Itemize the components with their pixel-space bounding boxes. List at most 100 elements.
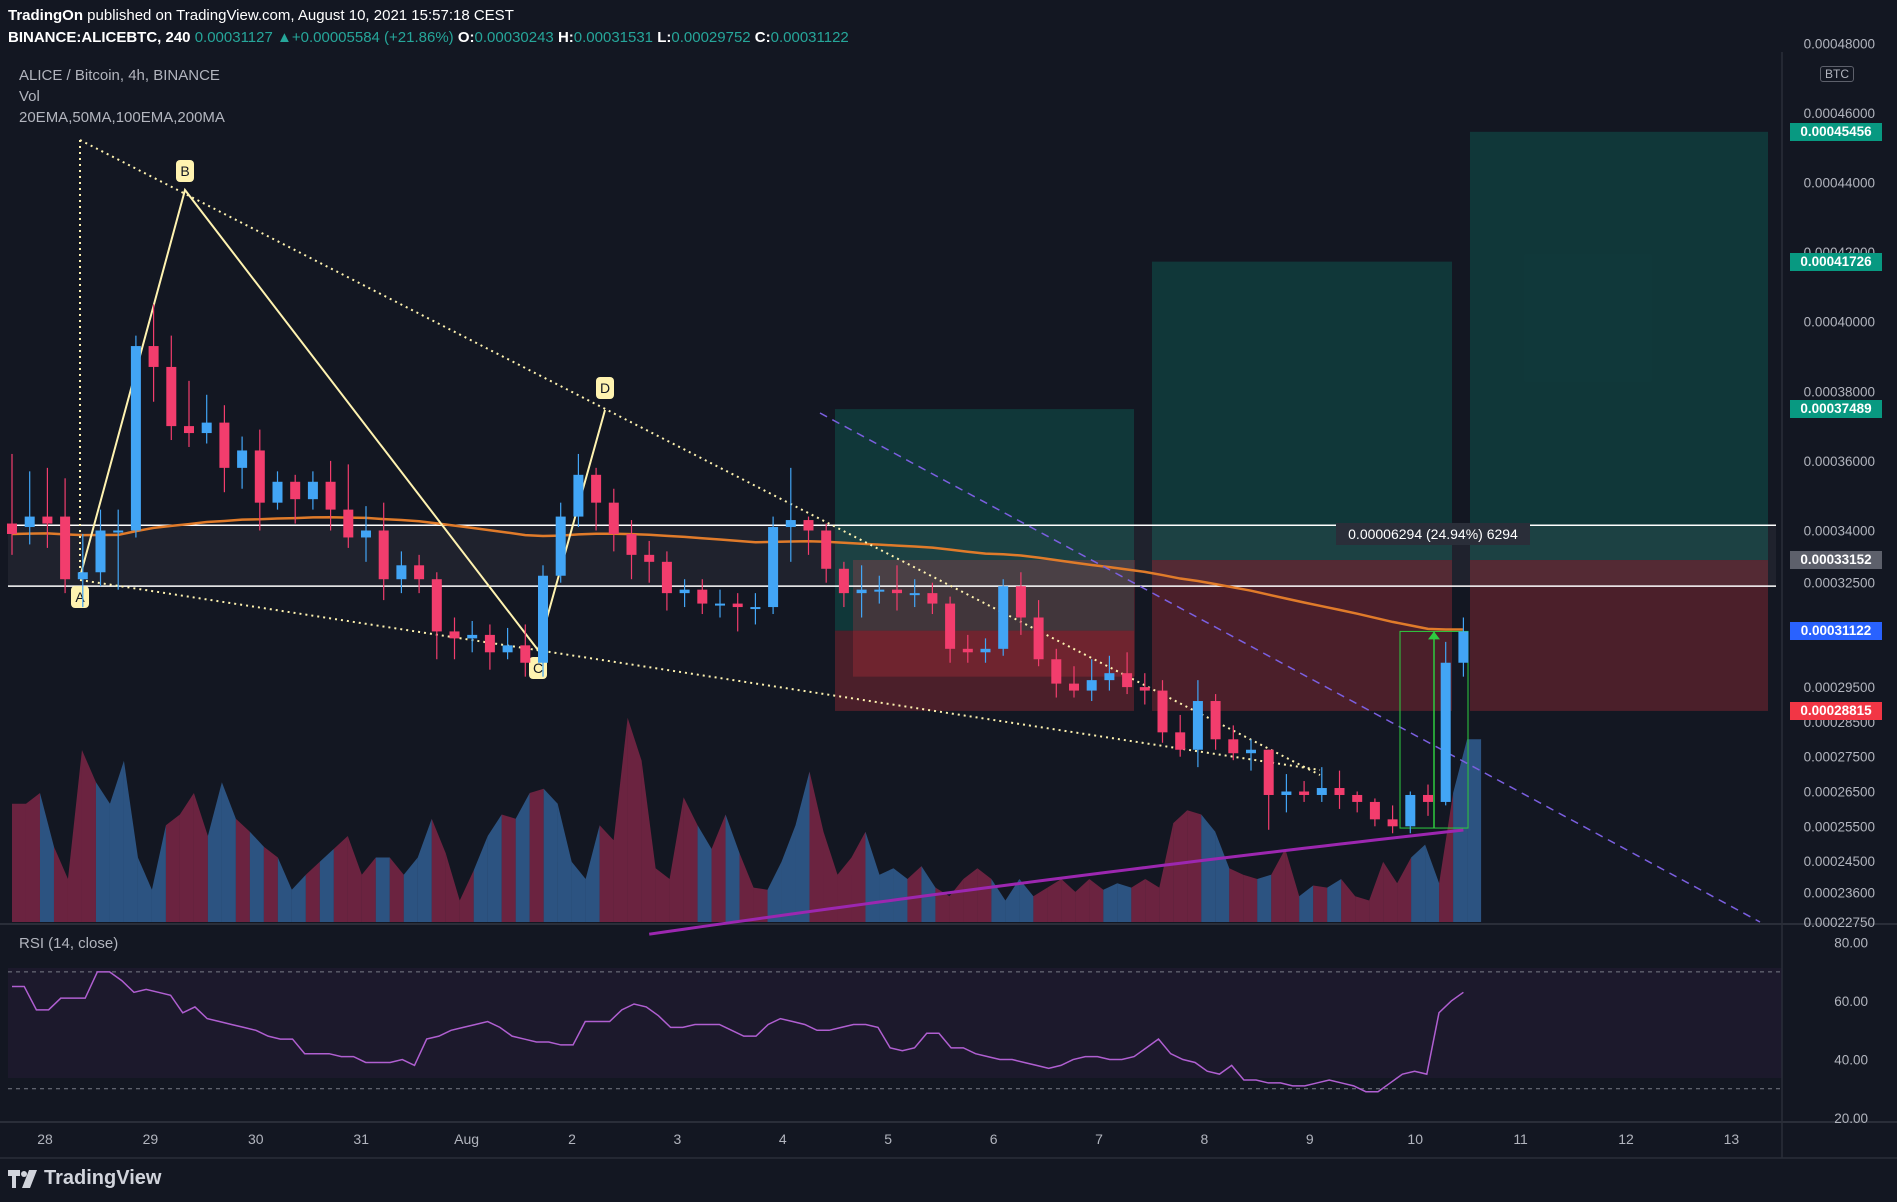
grid — [0, 52, 1897, 1159]
x-tick-label: 31 — [353, 1131, 369, 1147]
y-tick-label: 0.00048000 — [1804, 36, 1875, 51]
currency-badge[interactable]: BTC — [1820, 66, 1854, 82]
candle-body — [1299, 791, 1310, 795]
candle — [715, 589, 725, 618]
candle — [431, 572, 442, 660]
tradingview-logo[interactable]: TradingView — [8, 1167, 161, 1190]
volume-bar — [655, 868, 670, 922]
publish-line: TradingOn published on TradingView.com, … — [8, 7, 514, 24]
candle — [1122, 652, 1133, 695]
volume-bar — [235, 818, 250, 922]
candle — [130, 335, 141, 538]
high-value: 0.00031531 — [573, 29, 654, 46]
candle-body — [42, 516, 53, 524]
volume-bar — [1467, 739, 1482, 922]
candle-body — [1104, 673, 1115, 681]
candles[interactable] — [7, 304, 1469, 834]
x-tick-label: 12 — [1618, 1131, 1634, 1147]
rsi-pane — [8, 971, 1782, 1093]
candle-body — [909, 593, 920, 596]
volume-bar — [1257, 874, 1272, 922]
candle-body — [1033, 617, 1044, 660]
volume-bar — [1201, 814, 1216, 922]
candle-body — [24, 516, 35, 528]
pattern-point-box — [596, 377, 614, 399]
volume-bar — [1145, 879, 1160, 922]
x-tick-label: 11 — [1513, 1131, 1528, 1147]
candle-body — [361, 530, 371, 538]
candle-body — [1086, 680, 1097, 691]
candle-body — [396, 565, 407, 580]
volume-bar — [249, 831, 264, 922]
publisher-name[interactable]: TradingOn — [8, 7, 83, 24]
price-tag: 0.00033152 — [1790, 551, 1882, 569]
candle-body — [1122, 673, 1133, 688]
volume-bar — [767, 861, 782, 922]
volume-bar — [1131, 879, 1146, 922]
rsi-legend[interactable]: RSI (14, close) — [19, 935, 119, 952]
candle-body — [431, 579, 442, 632]
candle — [449, 617, 460, 660]
candle — [484, 624, 495, 670]
candle — [1405, 791, 1416, 834]
rsi-tick-label: 80.00 — [1834, 936, 1868, 951]
y-tick-label: 0.00023600 — [1804, 885, 1875, 900]
candle-body — [962, 648, 973, 653]
volume-bar — [165, 814, 180, 922]
volume-bar — [599, 825, 614, 922]
candle-body — [874, 589, 885, 592]
candle — [697, 579, 708, 615]
candle — [927, 582, 938, 615]
volume-bar — [445, 853, 460, 922]
volume-bar — [123, 760, 138, 922]
ma-legend[interactable]: 20EMA,50MA,100EMA,200MA — [19, 109, 225, 126]
volume-bar — [1187, 810, 1202, 922]
chart-title[interactable]: ALICE / Bitcoin, 4h, BINANCE — [19, 67, 220, 84]
close-label: C: — [754, 29, 771, 46]
candle-body — [272, 481, 283, 503]
volume-bar — [683, 797, 698, 922]
candle-body — [343, 509, 354, 538]
candle — [237, 436, 248, 489]
candle-body — [467, 634, 478, 639]
candle-body — [60, 516, 71, 580]
candle — [661, 551, 672, 611]
candle-body — [1334, 788, 1345, 795]
candle — [803, 516, 814, 555]
candle — [396, 551, 407, 594]
candle — [60, 478, 71, 594]
candle-body — [254, 450, 265, 503]
volume-bar — [963, 868, 978, 922]
y-tick-label: 0.00027500 — [1804, 750, 1875, 765]
volume-bar — [221, 782, 236, 922]
candle-body — [732, 603, 743, 608]
candle — [732, 593, 743, 632]
candle — [573, 453, 584, 528]
candle — [838, 561, 849, 608]
position-zone — [1470, 131, 1768, 561]
candle-body — [166, 366, 177, 427]
volume-legend[interactable]: Vol — [19, 88, 40, 105]
candle — [785, 467, 796, 562]
candle-body — [1423, 794, 1433, 802]
volume-bar — [781, 825, 796, 922]
candle-body — [325, 481, 336, 510]
volume-bar — [25, 793, 40, 922]
volume-bar — [81, 750, 96, 922]
volume-bar — [361, 857, 376, 922]
volume-bar — [739, 853, 754, 922]
close-value: 0.00031122 — [770, 29, 849, 46]
x-tick-label: 6 — [990, 1131, 998, 1147]
published-text: published on TradingView.com, August 10,… — [87, 7, 514, 24]
y-tick-label: 0.00034000 — [1804, 524, 1875, 539]
volume-bar — [669, 797, 684, 922]
volume-bar — [1355, 896, 1370, 922]
candle — [1051, 648, 1062, 698]
volume-bar — [571, 861, 586, 922]
candle — [980, 638, 991, 663]
candle — [467, 620, 478, 653]
candle-body — [1157, 690, 1168, 733]
candle — [1299, 781, 1310, 802]
candle — [378, 502, 389, 601]
